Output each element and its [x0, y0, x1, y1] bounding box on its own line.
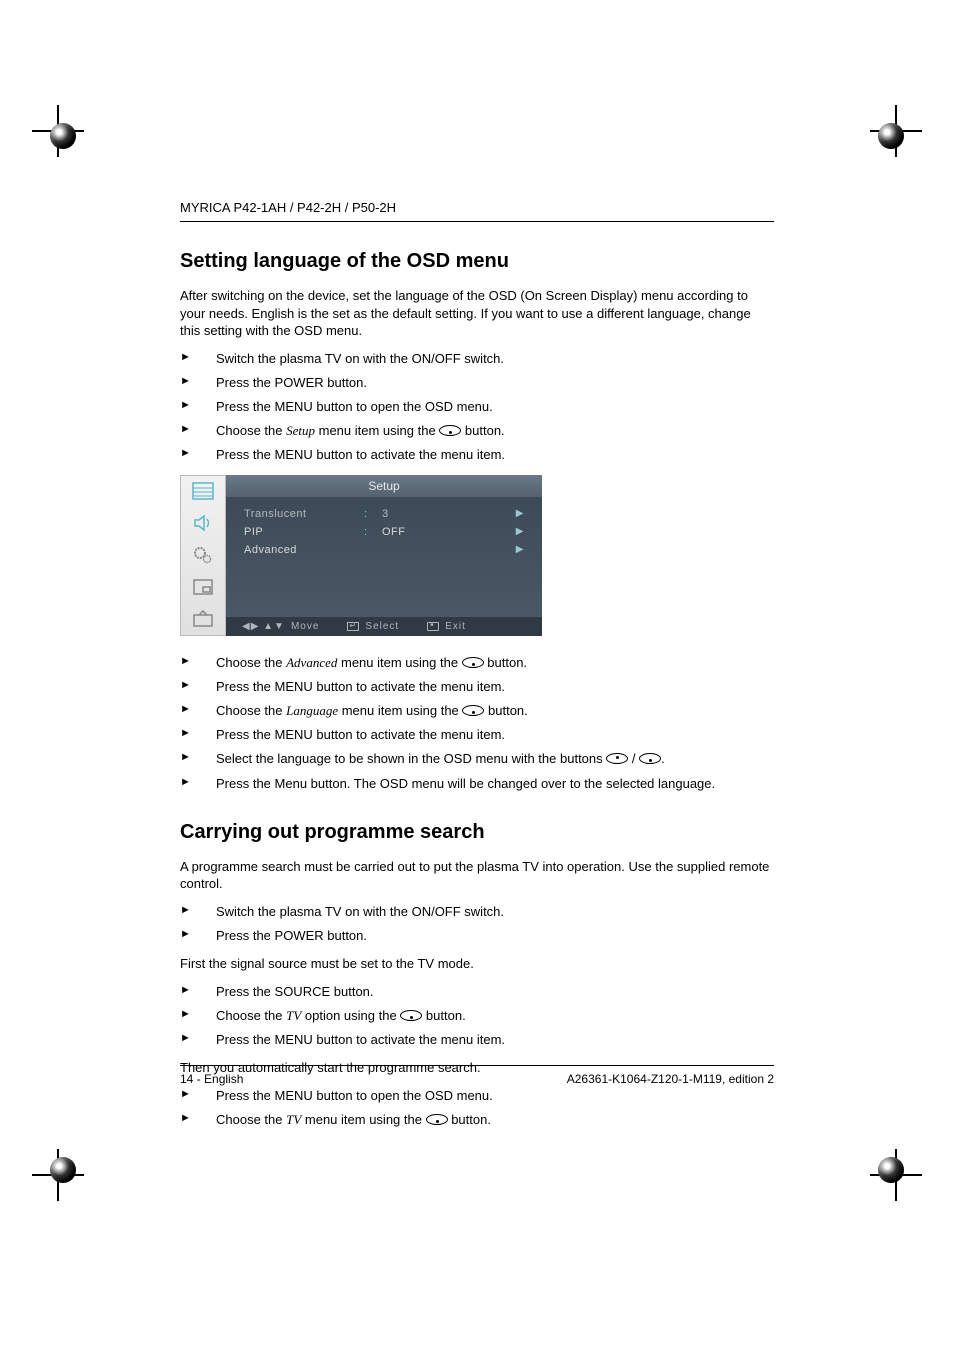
footer-doc-id: A26361-K1064-Z120-1-M119, edition 2: [567, 1072, 774, 1086]
button-oval-down-icon: [400, 1010, 422, 1021]
registration-mark-br: [870, 1149, 922, 1201]
page-footer: 14 - English A26361-K1064-Z120-1-M119, e…: [180, 1065, 774, 1086]
osd-row-label: Advanced: [244, 544, 364, 556]
steps-search-1: Switch the plasma TV on with the ON/OFF …: [180, 903, 774, 945]
steps-search-2: Press the SOURCE button. Choose the TV op…: [180, 983, 774, 1050]
registration-mark-bl: [32, 1149, 84, 1201]
note-signal-source: First the signal source must be set to t…: [180, 955, 774, 973]
registration-mark-tr: [870, 105, 922, 157]
page-header: MYRICA P42-1AH / P42-2H / P50-2H: [180, 200, 774, 222]
osd-screenshot: Setup Translucent:3 ▶ PIP:OFF ▶ Advanced ▶ ◀▶…: [180, 475, 542, 636]
osd-tab-tv-icon: [181, 603, 225, 635]
button-oval-down-icon: [426, 1114, 448, 1125]
osd-row: PIP:OFF ▶: [244, 523, 524, 541]
step-item: Switch the plasma TV on with the ON/OFF …: [180, 903, 774, 921]
step-item: Choose the Advanced menu item using the …: [180, 654, 774, 672]
osd-sidebar: [180, 475, 226, 636]
heading-programme-search: Carrying out programme search: [180, 821, 774, 844]
page-content: MYRICA P42-1AH / P42-2H / P50-2H Setting…: [180, 200, 774, 1086]
osd-navbar: ◀▶ ▲▼Move Select Exit: [226, 617, 542, 636]
osd-nav-exit: Exit: [427, 621, 466, 632]
steps-language-after: Choose the Advanced menu item using the …: [180, 654, 774, 793]
button-oval-down-icon: [462, 657, 484, 668]
button-oval-down-icon: [439, 425, 461, 436]
step-item: Press the POWER button.: [180, 374, 774, 392]
osd-title: Setup: [226, 475, 542, 497]
osd-tab-picture-icon: [181, 476, 225, 508]
step-item: Switch the plasma TV on with the ON/OFF …: [180, 350, 774, 368]
osd-row-arrow-icon: ▶: [516, 508, 524, 519]
osd-row-label: Translucent: [244, 508, 364, 520]
osd-tab-sound-icon: [181, 507, 225, 539]
step-item: Press the MENU button to activate the me…: [180, 726, 774, 744]
osd-nav-move: ◀▶ ▲▼Move: [242, 621, 319, 632]
osd-main: Setup Translucent:3 ▶ PIP:OFF ▶ Advanced ▶ ◀▶…: [226, 475, 542, 636]
osd-row-arrow-icon: ▶: [516, 526, 524, 537]
step-item: Press the Menu button. The OSD menu will…: [180, 775, 774, 793]
osd-row-value: 3: [382, 508, 432, 520]
step-item: Choose the Setup menu item using the but…: [180, 422, 774, 440]
osd-row-colon: :: [364, 526, 382, 538]
step-item: Press the MENU button to open the OSD me…: [180, 398, 774, 416]
step-item: Press the MENU button to activate the me…: [180, 1031, 774, 1049]
osd-row: Advanced ▶: [244, 541, 524, 559]
osd-row: Translucent:3 ▶: [244, 505, 524, 523]
step-item: Press the MENU button to open the OSD me…: [180, 1087, 774, 1105]
intro-programme-search: A programme search must be carried out t…: [180, 858, 774, 893]
registration-mark-tl: [32, 105, 84, 157]
osd-nav-select: Select: [347, 621, 399, 632]
osd-row-value: OFF: [382, 526, 432, 538]
button-oval-down-icon: [639, 753, 661, 764]
footer-page-number: 14 - English: [180, 1072, 243, 1086]
steps-language-before: Switch the plasma TV on with the ON/OFF …: [180, 350, 774, 465]
step-item: Select the language to be shown in the O…: [180, 750, 774, 768]
step-item: Choose the Language menu item using the …: [180, 702, 774, 720]
osd-tab-pip-icon: [181, 571, 225, 603]
step-item: Press the POWER button.: [180, 927, 774, 945]
step-item: Press the MENU button to activate the me…: [180, 678, 774, 696]
button-oval-down-icon: [462, 705, 484, 716]
intro-language: After switching on the device, set the l…: [180, 287, 774, 340]
osd-tab-setup-icon: [181, 539, 225, 571]
step-item: Press the MENU button to activate the me…: [180, 446, 774, 464]
step-item: Choose the TV option using the button.: [180, 1007, 774, 1025]
osd-row-arrow-icon: ▶: [516, 544, 524, 555]
step-item: Press the SOURCE button.: [180, 983, 774, 1001]
osd-menu-body: Translucent:3 ▶ PIP:OFF ▶ Advanced ▶: [226, 497, 542, 617]
heading-language: Setting language of the OSD menu: [180, 250, 774, 273]
osd-row-label: PIP: [244, 526, 364, 538]
steps-search-3: Press the MENU button to open the OSD me…: [180, 1087, 774, 1129]
step-item: Choose the TV menu item using the button…: [180, 1111, 774, 1129]
button-oval-up-icon: [606, 753, 628, 764]
osd-row-colon: :: [364, 508, 382, 520]
